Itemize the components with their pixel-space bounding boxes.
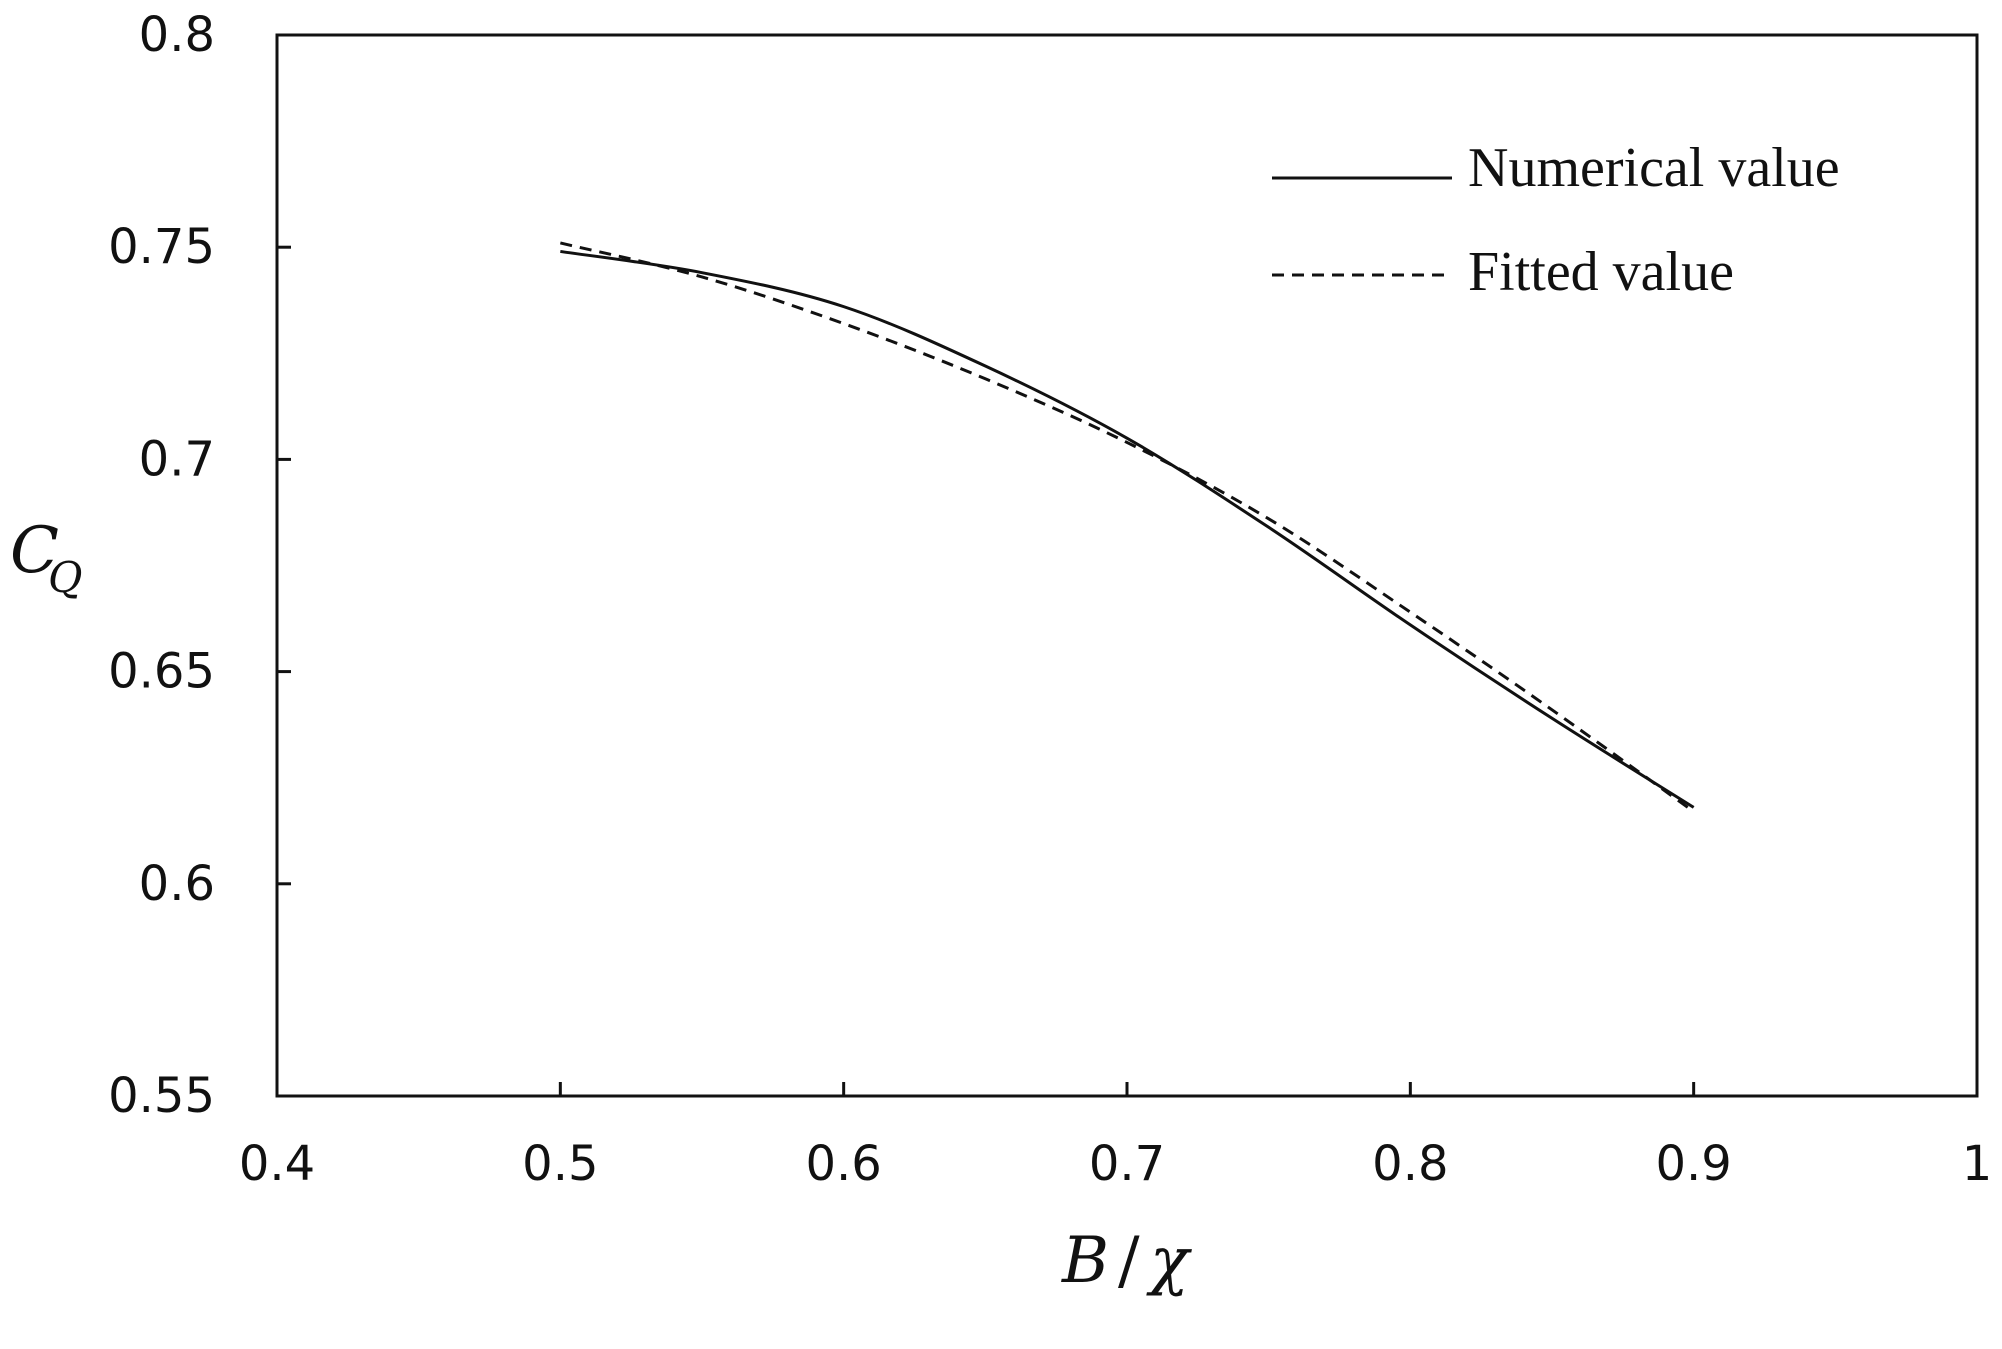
x-axis-title-var: χ — [1146, 1224, 1192, 1298]
y-tick-label: 0.65 — [108, 644, 215, 700]
y-axis-title-main: C — [10, 514, 59, 588]
x-axis: 0.4 0.5 0.6 0.7 0.8 0.9 1 — [239, 1082, 1992, 1192]
y-tick-label: 0.8 — [139, 7, 215, 63]
y-axis-title: C Q — [10, 514, 82, 602]
series-line-numerical — [560, 249, 1695, 809]
x-tick-label: 0.9 — [1655, 1136, 1731, 1192]
y-axis-title-sub: Q — [48, 553, 82, 602]
x-tick-label: 1 — [1962, 1136, 1993, 1192]
legend: Numerical value Fitted value — [1272, 137, 1840, 303]
y-tick-label: 0.75 — [108, 219, 215, 275]
x-axis-title-main: B — [1061, 1224, 1109, 1298]
x-axis-title: B / χ — [1061, 1224, 1192, 1298]
x-tick-label: 0.5 — [522, 1136, 598, 1192]
x-tick-label: 0.6 — [805, 1136, 881, 1192]
x-tick-label: 0.8 — [1372, 1136, 1448, 1192]
x-tick-label: 0.4 — [239, 1136, 315, 1192]
y-tick-label: 0.7 — [139, 431, 215, 487]
y-axis: 0.55 0.6 0.65 0.7 0.75 0.8 — [108, 7, 291, 1124]
x-tick-label: 0.7 — [1089, 1136, 1165, 1192]
y-tick-label: 0.55 — [108, 1068, 215, 1124]
legend-label-fitted: Fitted value — [1468, 241, 1734, 303]
legend-label-numerical: Numerical value — [1468, 137, 1840, 199]
series-line-fitted — [559, 241, 1695, 813]
x-axis-title-sep: / — [1118, 1224, 1140, 1298]
series-layer — [559, 241, 1695, 813]
y-tick-label: 0.6 — [139, 856, 215, 912]
